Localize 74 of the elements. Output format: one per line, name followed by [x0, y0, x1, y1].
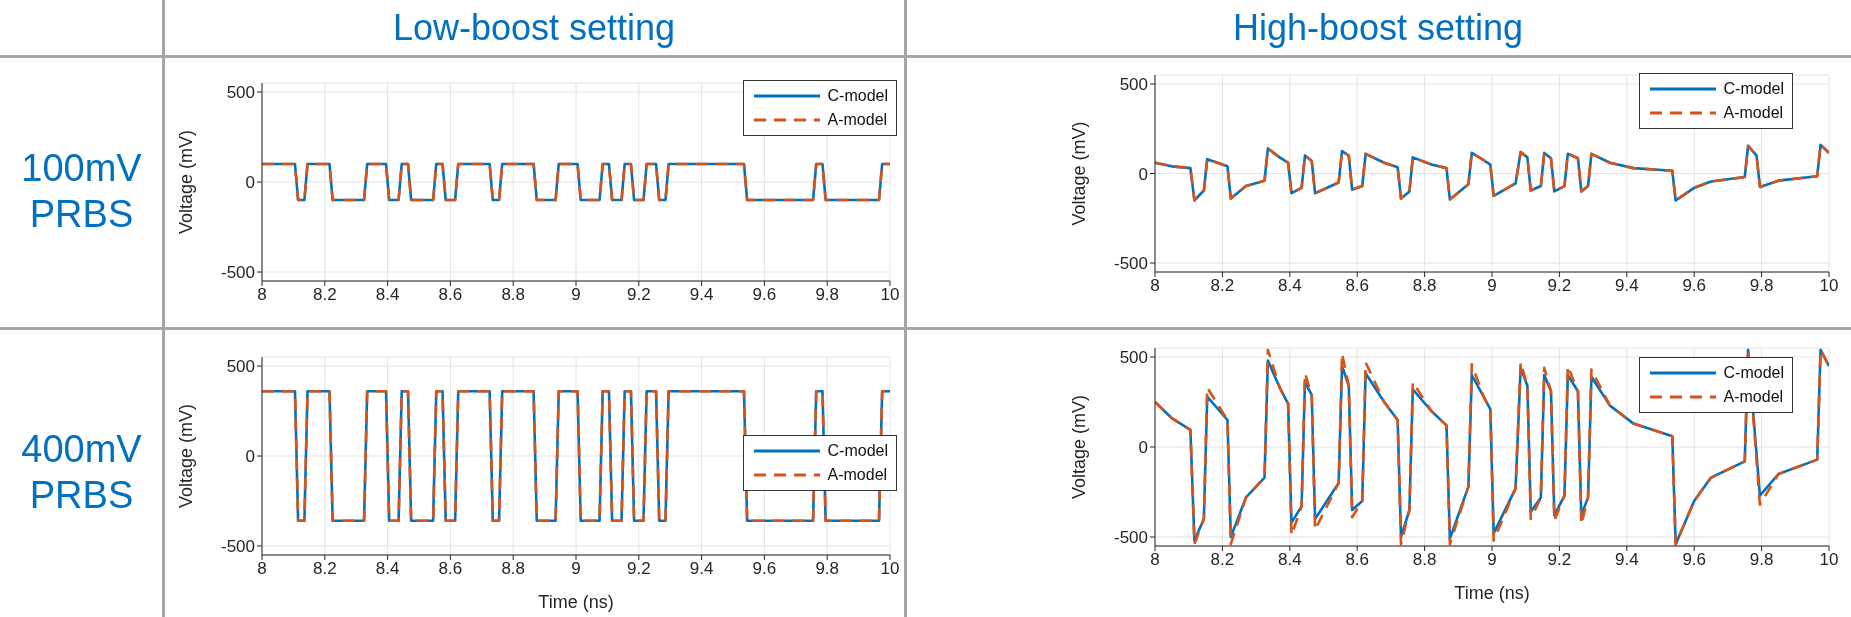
- y-tick-label: 500: [226, 83, 255, 103]
- legend-label: A-model: [1723, 104, 1784, 122]
- text: Low-boost setting: [392, 6, 676, 50]
- y-tick-label: -500: [220, 263, 255, 283]
- x-tick-label: 8: [257, 285, 267, 305]
- y-tick-label: 500: [1119, 348, 1148, 368]
- x-tick-label: 9.6: [752, 285, 777, 305]
- legend-label: A-model: [827, 111, 888, 129]
- legend-label: C-model: [827, 442, 888, 460]
- x-tick-label: 9.4: [1614, 550, 1639, 570]
- x-tick-label: 8.8: [1412, 276, 1437, 296]
- x-tick-label: 9.4: [689, 559, 714, 579]
- x-tick-label: 8.4: [1277, 550, 1302, 570]
- x-tick-label: 9.6: [1682, 550, 1707, 570]
- y-tick-label: 500: [1119, 74, 1148, 94]
- y-tick-label: -500: [1113, 528, 1148, 548]
- legend-label: C-model: [1723, 80, 1784, 98]
- x-tick-label: 9: [1487, 550, 1497, 570]
- text: 400mV PRBS: [20, 426, 143, 518]
- legend-label: C-model: [827, 87, 888, 105]
- x-tick-label: 9.8: [815, 285, 840, 305]
- y-tick-label: -500: [220, 537, 255, 557]
- x-tick-label: 8.8: [501, 559, 526, 579]
- x-tick-label: 8.4: [1277, 276, 1302, 296]
- x-axis-title: Time (ns): [1454, 583, 1530, 603]
- x-axis-title: Time (ns): [538, 592, 614, 612]
- legend-label: C-model: [1723, 364, 1784, 382]
- x-tick-label: 10: [880, 559, 900, 579]
- y-axis-title: Voltage (mV): [1069, 121, 1090, 226]
- x-tick-label: 8.2: [1210, 276, 1235, 296]
- x-tick-label: 8.4: [375, 285, 400, 305]
- x-tick-label: 8.8: [501, 285, 526, 305]
- x-tick-label: 8: [257, 559, 267, 579]
- x-tick-label: 8.8: [1412, 550, 1437, 570]
- x-tick-label: 9.6: [1682, 276, 1707, 296]
- x-tick-label: 8: [1150, 276, 1160, 296]
- y-tick-label: -500: [1113, 254, 1148, 274]
- y-tick-label: 0: [245, 173, 255, 193]
- text: 100mV PRBS: [20, 146, 143, 237]
- x-tick-label: 8.6: [438, 559, 463, 579]
- x-tick-label: 9.4: [1614, 276, 1639, 296]
- x-tick-label: 9.8: [1749, 550, 1774, 570]
- x-tick-label: 9.2: [626, 285, 651, 305]
- x-tick-label: 9.8: [815, 559, 840, 579]
- x-tick-label: 9: [571, 285, 581, 305]
- y-tick-label: 0: [245, 447, 255, 467]
- y-axis-title: Voltage (mV): [176, 403, 197, 509]
- x-tick-label: 9.2: [1547, 276, 1572, 296]
- x-tick-label: 9.2: [1547, 550, 1572, 570]
- x-tick-label: 10: [1819, 550, 1839, 570]
- y-tick-label: 500: [226, 357, 255, 377]
- legend-label: A-model: [1723, 388, 1784, 406]
- x-tick-label: 10: [1819, 276, 1839, 296]
- y-tick-label: 0: [1138, 164, 1148, 184]
- x-tick-label: 9.4: [689, 285, 714, 305]
- y-tick-label: 0: [1138, 438, 1148, 458]
- x-tick-label: 8.6: [438, 285, 463, 305]
- x-tick-label: 8.2: [1210, 550, 1235, 570]
- y-axis-title: Voltage (mV): [176, 129, 197, 235]
- x-tick-label: 8.6: [1345, 276, 1370, 296]
- x-tick-label: 9.2: [626, 559, 651, 579]
- x-tick-label: 8.4: [375, 559, 400, 579]
- text: High-boost setting: [1232, 6, 1524, 50]
- x-tick-label: 9.8: [1749, 276, 1774, 296]
- x-tick-label: 10: [880, 285, 900, 305]
- x-tick-label: 8: [1150, 550, 1160, 570]
- x-tick-label: 9: [571, 559, 581, 579]
- y-axis-title: Voltage (mV): [1069, 394, 1090, 500]
- x-tick-label: 9: [1487, 276, 1497, 296]
- x-tick-label: 9.6: [752, 559, 777, 579]
- x-tick-label: 8.6: [1345, 550, 1370, 570]
- x-tick-label: 8.2: [312, 285, 337, 305]
- x-tick-label: 8.2: [312, 559, 337, 579]
- legend-label: A-model: [827, 466, 888, 484]
